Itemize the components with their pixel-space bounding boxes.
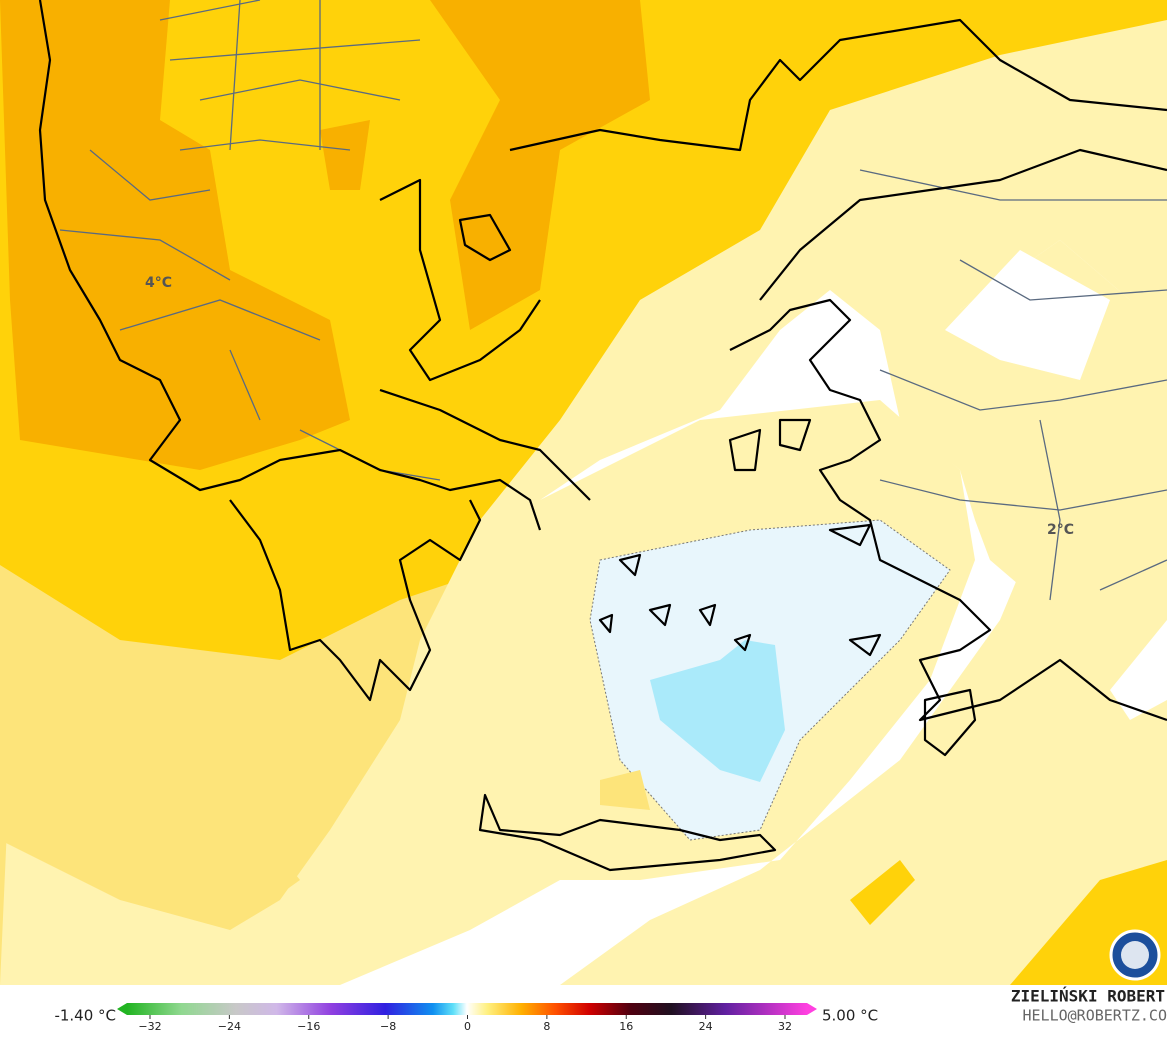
colorbar-tick-label: −24 [218, 1020, 241, 1033]
colorbar-tick-label: 24 [699, 1020, 713, 1033]
colorbar-tick-label: 8 [543, 1020, 550, 1033]
colorbar-tick-label: −16 [297, 1020, 320, 1033]
map-label: 4°C [145, 275, 172, 291]
credit-author: ZIELIŃSKI ROBERT [1011, 987, 1165, 1006]
colorbar-tick-label: 0 [464, 1020, 471, 1033]
colorbar-max-label: 5.00 °C [822, 1007, 878, 1025]
colorbar-tick-label: −32 [138, 1020, 161, 1033]
colorbar-tick-label: 16 [619, 1020, 633, 1033]
noaa-logo-inner [1121, 941, 1149, 969]
credit-email: HELLO@ROBERTZ.CO [1023, 1007, 1167, 1025]
colorbar-tick-label: 32 [778, 1020, 792, 1033]
map: 4°C 2°C [0, 0, 1167, 985]
colorbar-min-label: -1.40 °C [54, 1007, 116, 1025]
map-label: 2°C [1047, 522, 1074, 538]
colorbar [127, 1003, 807, 1015]
colorbar-tick-label: −8 [380, 1020, 396, 1033]
